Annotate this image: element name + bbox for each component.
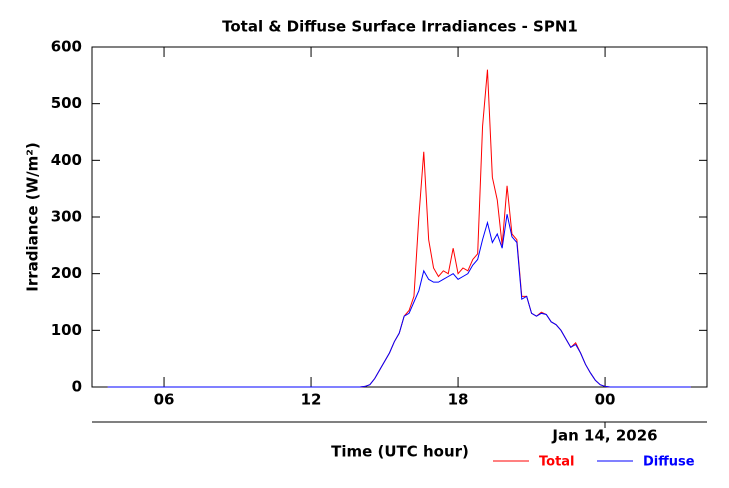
x-axis-label: Time (UTC hour) xyxy=(331,443,469,461)
legend-label: Diffuse xyxy=(643,455,695,470)
y-tick-label: 200 xyxy=(51,264,82,282)
y-tick-label: 400 xyxy=(51,151,82,169)
y-tick-label: 100 xyxy=(51,321,82,339)
y-axis-label: Irradiance (W/m²) xyxy=(24,142,42,291)
x-tick-label: 00 xyxy=(595,391,616,409)
x-tick-label: 12 xyxy=(301,391,322,409)
x-tick-label: 18 xyxy=(448,391,469,409)
chart-title: Total & Diffuse Surface Irradiances - SP… xyxy=(222,18,578,36)
y-tick-label: 300 xyxy=(51,208,82,226)
y-tick-label: 500 xyxy=(51,94,82,112)
series-line xyxy=(107,214,691,388)
series-line xyxy=(107,69,691,388)
y-tick-label: 0 xyxy=(72,378,82,396)
x-tick-label: 06 xyxy=(154,391,175,409)
date-annotation: Jan 14, 2026 xyxy=(551,427,657,445)
y-tick-label: 600 xyxy=(51,38,82,56)
plot-frame xyxy=(91,46,708,388)
legend-label: Total xyxy=(539,455,575,470)
